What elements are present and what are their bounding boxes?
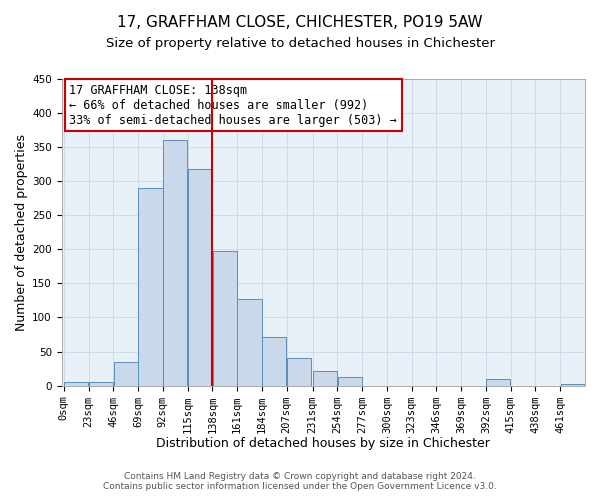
Bar <box>313 370 337 386</box>
Bar <box>64 382 88 386</box>
Bar <box>163 140 187 386</box>
Bar <box>560 384 585 386</box>
Bar <box>238 299 262 386</box>
Bar <box>338 378 362 386</box>
Bar <box>113 362 138 386</box>
Text: 17, GRAFFHAM CLOSE, CHICHESTER, PO19 5AW: 17, GRAFFHAM CLOSE, CHICHESTER, PO19 5AW <box>117 15 483 30</box>
Text: Contains HM Land Registry data © Crown copyright and database right 2024.: Contains HM Land Registry data © Crown c… <box>124 472 476 481</box>
Text: 17 GRAFFHAM CLOSE: 138sqm
← 66% of detached houses are smaller (992)
33% of semi: 17 GRAFFHAM CLOSE: 138sqm ← 66% of detac… <box>70 84 397 126</box>
Bar <box>212 252 237 386</box>
Y-axis label: Number of detached properties: Number of detached properties <box>15 134 28 331</box>
Text: Size of property relative to detached houses in Chichester: Size of property relative to detached ho… <box>106 38 494 51</box>
Bar <box>486 380 511 386</box>
Bar <box>287 358 311 386</box>
X-axis label: Distribution of detached houses by size in Chichester: Distribution of detached houses by size … <box>157 437 490 450</box>
Bar <box>188 169 212 386</box>
Bar <box>89 382 113 386</box>
Bar <box>262 337 286 386</box>
Bar <box>139 188 163 386</box>
Text: Contains public sector information licensed under the Open Government Licence v3: Contains public sector information licen… <box>103 482 497 491</box>
